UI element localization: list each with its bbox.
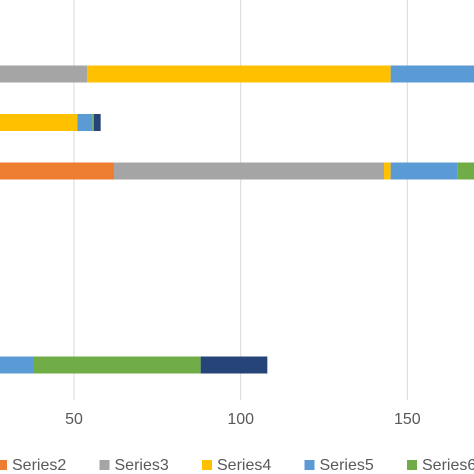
bars [0,65,474,374]
legend-label: Series2 [12,457,66,474]
bar-segment [87,65,391,83]
bar-segment [0,114,78,131]
legend-label: Series5 [320,457,374,474]
bar-segment [457,162,474,180]
labels: 50 100 150 Series2 Series3 Series4 Series5 Seri… [0,411,474,474]
legend-label: Series6 [422,457,474,474]
legend-swatch [0,460,7,470]
legend-swatch [304,460,315,470]
bar-segment [77,114,93,131]
bar-segment [0,65,88,83]
bar-segment [390,162,458,180]
bar-segment [94,114,101,131]
x-tick-label: 50 [65,411,83,428]
bar-segment [384,162,391,180]
legend-label: Series3 [115,457,169,474]
bar-segment [34,356,201,374]
legend-swatch [407,460,417,470]
legend-swatch [202,460,212,470]
x-tick-label: 150 [394,411,421,428]
bar-segment [114,162,384,180]
bar-segment [0,356,34,374]
bar-segment [200,356,268,374]
grid [73,0,408,400]
bar-segment [390,65,474,83]
bar-segment [92,114,94,131]
legend-label: Series4 [217,457,271,474]
x-tick-label: 100 [227,411,254,428]
legend-swatch [99,460,110,470]
bar-segment [0,162,115,180]
